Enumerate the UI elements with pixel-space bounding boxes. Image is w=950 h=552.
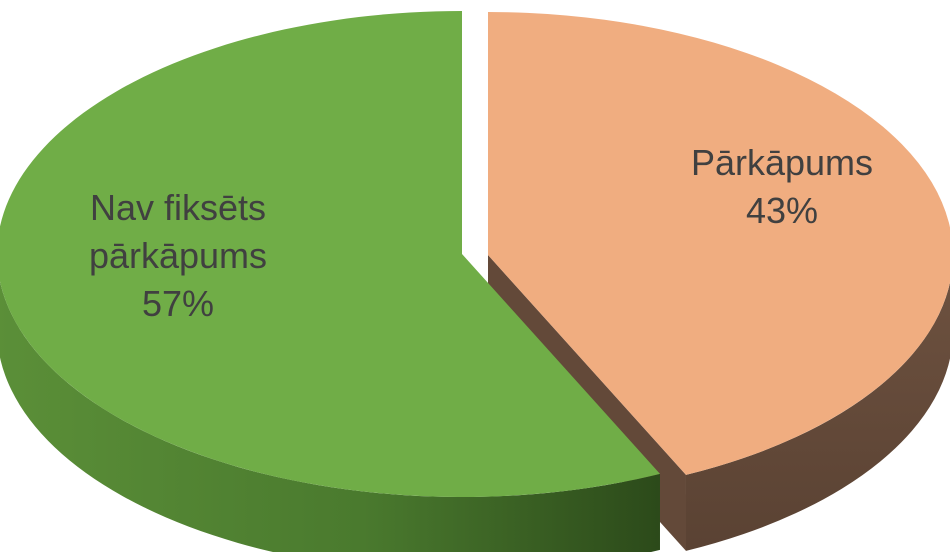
pie-slice-2 (0, 11, 660, 497)
data-label-name-1: Pārkāpums (691, 142, 873, 183)
data-label-name-2: pārkāpums (89, 235, 267, 276)
pie-slice-1 (488, 12, 950, 475)
pie-slice-side-1 (685, 282, 950, 551)
data-label-name-2: Nav fiksēts (90, 187, 266, 228)
data-label-percent-2: 57% (142, 283, 214, 324)
data-label-percent-1: 43% (746, 190, 818, 231)
pie-slice-side-2 (0, 281, 660, 552)
